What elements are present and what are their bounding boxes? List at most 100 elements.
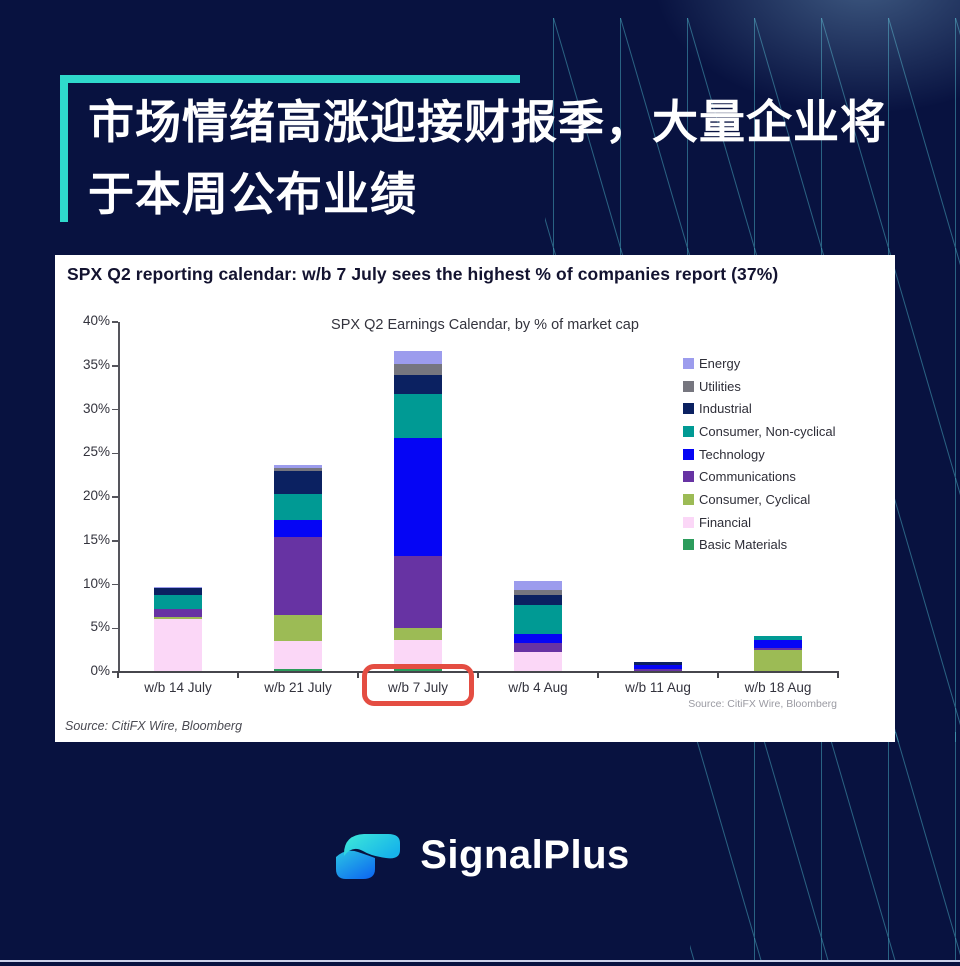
y-tick-mark (112, 627, 118, 629)
bar-segment-utilities (274, 468, 322, 471)
y-tick-mark (112, 540, 118, 542)
legend-label: Energy (699, 355, 741, 371)
y-tick-label: 30% (82, 400, 110, 416)
legend-label: Technology (699, 446, 765, 462)
x-tick-label: w/b 4 Aug (508, 680, 568, 695)
legend-item: Industrial (683, 397, 836, 420)
y-axis-line (118, 322, 120, 672)
y-tick-mark (112, 583, 118, 586)
x-tick-label: w/b 7 July (387, 680, 449, 695)
x-tick-mark (117, 672, 119, 678)
bar-segment-communications (634, 668, 682, 672)
y-tick-label: 10% (82, 575, 110, 591)
y-tick-mark (112, 452, 118, 454)
bottom-edge-line (0, 960, 960, 962)
bar-segment-technology (634, 665, 682, 669)
bar-segment-communications (274, 537, 322, 616)
bar-segment-consumer-cyclical (754, 650, 802, 672)
x-axis-line (117, 671, 839, 673)
page-title-line1: 市场情绪高涨迎接财报季，大量企业将 (88, 96, 887, 148)
panel-header: SPX Q2 reporting calendar: w/b 7 July se… (67, 264, 779, 284)
legend-swatch (683, 403, 694, 415)
bar-segment-utilities (394, 364, 442, 375)
y-tick-mark (112, 365, 118, 367)
bar-segment-technology (274, 519, 322, 538)
legend-item: Energy (683, 352, 836, 375)
bar-segment-communications (514, 643, 562, 652)
page-title-line2: 于本周公布业绩 (88, 168, 417, 220)
y-tick-label: 0% (90, 663, 110, 678)
legend-item: Utilities (683, 375, 836, 398)
bar-segment-consumer-non-cyclical (754, 636, 802, 640)
bar-segment-utilities (514, 589, 562, 595)
y-tick-mark (112, 496, 118, 498)
bar-segment-technology (754, 639, 802, 648)
page-title: 市场情绪高涨迎接财报季，大量企业将 于本周公布业绩 (88, 86, 918, 230)
legend-swatch (683, 357, 694, 369)
bar-segment-consumer-non-cyclical (154, 595, 202, 609)
legend-swatch (683, 471, 694, 483)
legend-swatch (683, 539, 694, 551)
legend-label: Consumer, Cyclical (699, 491, 811, 507)
bar-segment-basic-materials (394, 669, 442, 672)
bar-segment-financial (154, 618, 202, 672)
legend-label: Consumer, Non-cyclical (699, 423, 836, 439)
legend-swatch (683, 516, 694, 528)
bar-segment-communications (394, 555, 442, 629)
x-tick-mark (477, 672, 479, 678)
chart-plot: SPX Q2 Earnings Calendar, by % of market… (55, 255, 895, 742)
bar-segment-energy (274, 464, 322, 469)
legend-label: Financial (699, 514, 752, 530)
x-tick-mark (597, 672, 599, 678)
bar-segment-consumer-non-cyclical (394, 393, 442, 439)
accent-bar-horizontal (60, 75, 520, 83)
chart-source-note: Source: CitiFX Wire, Bloomberg (688, 698, 837, 710)
bar-segment-energy (514, 581, 562, 590)
legend-swatch (683, 493, 694, 505)
x-tick-label: w/b 21 July (264, 680, 332, 695)
bar-segment-financial (274, 640, 322, 669)
y-tick-label: 25% (82, 444, 110, 460)
bar-segment-energy (154, 587, 202, 588)
panel-source-note: Source: CitiFX Wire, Bloomberg (65, 719, 243, 733)
y-tick-label: 40% (82, 313, 110, 328)
y-tick-mark (112, 671, 118, 673)
x-tick-label: w/b 18 Aug (744, 680, 812, 695)
legend-item: Consumer, Cyclical (683, 488, 836, 511)
x-tick-label: w/b 14 July (144, 680, 212, 695)
legend-swatch (683, 448, 694, 460)
bar-segment-communications (154, 609, 202, 617)
chart-legend: Energy Utilities Industrial Consumer, Non-c… (683, 352, 836, 556)
legend-label: Basic Materials (699, 537, 788, 553)
highlight-box (362, 664, 474, 706)
legend-item: Technology (683, 443, 836, 466)
legend-label: Utilities (699, 378, 741, 394)
x-tick-mark (837, 672, 839, 678)
y-tick-mark (112, 408, 118, 411)
bar-segment-financial (514, 651, 562, 672)
bar-segment-technology (514, 633, 562, 644)
y-tick-label: 35% (82, 356, 110, 372)
accent-bar-vertical (60, 75, 68, 222)
legend-item: Financial (683, 511, 836, 534)
brand-name: SignalPlus (420, 832, 630, 877)
bar-segment-industrial (514, 595, 562, 605)
signalplus-wave-icon (336, 834, 401, 879)
bar-segment-basic-materials (274, 668, 322, 672)
bar-segment-industrial (154, 588, 202, 595)
legend-label: Communications (699, 469, 796, 485)
x-tick-mark (717, 672, 719, 678)
legend-swatch (683, 380, 694, 392)
bar-segment-energy (394, 350, 442, 364)
bar-segment-consumer-cyclical (394, 628, 442, 640)
y-tick-label: 15% (82, 531, 110, 547)
legend-swatch (683, 425, 694, 437)
bar-segment-consumer-cyclical (154, 616, 202, 619)
bar-segment-consumer-non-cyclical (274, 493, 322, 520)
chart-panel: SPX Q2 reporting calendar: w/b 7 July se… (55, 255, 895, 742)
legend-item: Basic Materials (683, 534, 836, 557)
brand-logo: SignalPlus (0, 820, 960, 890)
legend-item: Communications (683, 465, 836, 488)
legend-label: Industrial (699, 401, 752, 417)
